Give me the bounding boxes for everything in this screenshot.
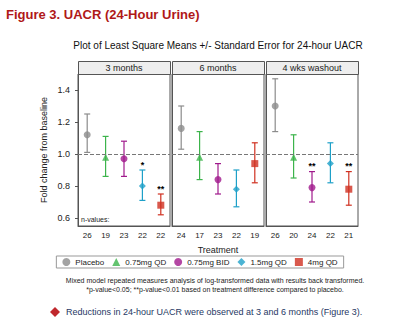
svg-text:0.75mg BID: 0.75mg BID [187, 258, 229, 267]
svg-text:**: ** [308, 161, 316, 171]
svg-text:22: 22 [326, 231, 335, 240]
svg-text:**: ** [157, 184, 165, 194]
svg-text:Reductions in 24-hour UACR wer: Reductions in 24-hour UACR were observed… [66, 307, 362, 317]
svg-text:1.4: 1.4 [57, 85, 70, 95]
svg-text:0.6: 0.6 [57, 213, 70, 223]
svg-text:1.5mg QD: 1.5mg QD [250, 258, 287, 267]
svg-text:23: 23 [214, 231, 223, 240]
svg-text:19: 19 [101, 231, 110, 240]
svg-text:24: 24 [308, 231, 317, 240]
svg-text:23: 23 [120, 231, 129, 240]
svg-text:Plot of Least Square Means +/-: Plot of Least Square Means +/- Standard … [73, 40, 362, 51]
svg-text:26: 26 [271, 231, 280, 240]
svg-text:22: 22 [232, 231, 241, 240]
svg-text:*: * [141, 160, 145, 170]
svg-text:22: 22 [156, 231, 165, 240]
svg-text:1.2: 1.2 [57, 117, 70, 127]
svg-text:20: 20 [289, 231, 298, 240]
svg-text:21: 21 [344, 231, 353, 240]
svg-text:Treatment: Treatment [198, 245, 239, 255]
svg-text:24: 24 [177, 231, 186, 240]
svg-text:26: 26 [83, 231, 92, 240]
svg-text:Fold change from baseline: Fold change from baseline [39, 97, 49, 203]
svg-text:0.8: 0.8 [57, 181, 70, 191]
svg-text:4 wks washout: 4 wks washout [282, 63, 342, 73]
svg-text:19: 19 [250, 231, 259, 240]
svg-text:**: ** [345, 161, 353, 171]
svg-text:22: 22 [138, 231, 147, 240]
svg-text:n-values:: n-values: [81, 216, 109, 223]
svg-text:6 months: 6 months [199, 63, 237, 73]
svg-text:1.0: 1.0 [57, 149, 70, 159]
svg-text:17: 17 [195, 231, 204, 240]
svg-text:0.75mg QD: 0.75mg QD [125, 258, 166, 267]
svg-text:3 months: 3 months [105, 63, 143, 73]
svg-text:Placebo: Placebo [75, 258, 104, 267]
svg-text:Mixed model repeated measures: Mixed model repeated measures analysis o… [66, 277, 364, 285]
svg-text:*p-value<0.05; **p-value<0.01: *p-value<0.05; **p-value<0.01 based on t… [86, 286, 344, 294]
svg-text:Figure 3. UACR (24-Hour Urine): Figure 3. UACR (24-Hour Urine) [6, 7, 200, 22]
svg-text:4mg QD: 4mg QD [308, 258, 338, 267]
